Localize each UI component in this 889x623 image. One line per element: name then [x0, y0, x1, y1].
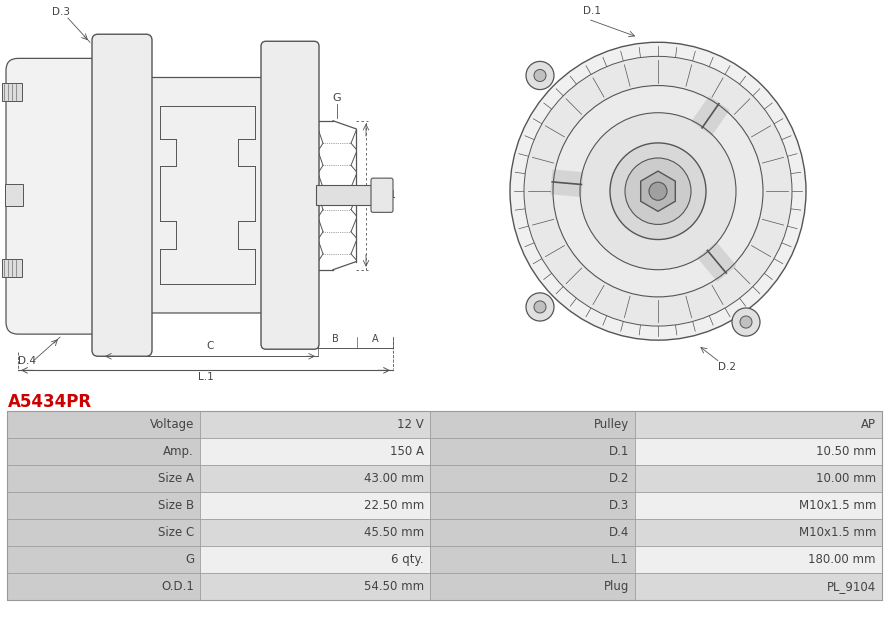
FancyBboxPatch shape	[430, 438, 635, 465]
Circle shape	[732, 308, 760, 336]
Text: 180.00 mm: 180.00 mm	[808, 553, 876, 566]
Text: Size A: Size A	[158, 472, 194, 485]
Text: A5434PR: A5434PR	[8, 393, 92, 411]
FancyBboxPatch shape	[635, 438, 882, 465]
Circle shape	[526, 293, 554, 321]
FancyBboxPatch shape	[430, 411, 635, 438]
Text: D.4: D.4	[18, 356, 36, 366]
FancyBboxPatch shape	[430, 573, 635, 600]
FancyBboxPatch shape	[261, 41, 319, 350]
Circle shape	[740, 316, 752, 328]
Text: 12 V: 12 V	[397, 418, 424, 431]
Text: C: C	[206, 341, 213, 351]
Text: O.D.1: O.D.1	[370, 190, 397, 200]
FancyBboxPatch shape	[7, 411, 200, 438]
FancyBboxPatch shape	[2, 259, 22, 277]
Circle shape	[526, 62, 554, 90]
Circle shape	[610, 143, 706, 239]
FancyBboxPatch shape	[7, 465, 200, 492]
Text: 43.00 mm: 43.00 mm	[364, 472, 424, 485]
Text: 150 A: 150 A	[390, 445, 424, 458]
FancyBboxPatch shape	[635, 492, 882, 519]
FancyBboxPatch shape	[635, 465, 882, 492]
FancyBboxPatch shape	[143, 77, 269, 313]
Text: Amp.: Amp.	[164, 445, 194, 458]
FancyBboxPatch shape	[200, 492, 430, 519]
Text: AP: AP	[861, 418, 876, 431]
FancyBboxPatch shape	[200, 465, 430, 492]
FancyBboxPatch shape	[430, 519, 635, 546]
Circle shape	[510, 42, 806, 340]
Text: Plug: Plug	[604, 580, 629, 593]
Text: D.4: D.4	[609, 526, 629, 539]
Polygon shape	[641, 171, 676, 211]
Text: L.1: L.1	[197, 373, 213, 383]
Text: D.3: D.3	[609, 499, 629, 512]
FancyBboxPatch shape	[316, 185, 391, 206]
FancyBboxPatch shape	[6, 59, 110, 334]
Circle shape	[553, 85, 763, 297]
Text: G: G	[185, 553, 194, 566]
Text: 54.50 mm: 54.50 mm	[364, 580, 424, 593]
Text: Voltage: Voltage	[149, 418, 194, 431]
FancyBboxPatch shape	[200, 411, 430, 438]
FancyBboxPatch shape	[7, 438, 200, 465]
Text: M10x1.5 mm: M10x1.5 mm	[798, 499, 876, 512]
Text: M10x1.5 mm: M10x1.5 mm	[798, 526, 876, 539]
Text: PL_9104: PL_9104	[827, 580, 876, 593]
Text: B: B	[332, 334, 339, 344]
FancyBboxPatch shape	[7, 492, 200, 519]
Text: Pulley: Pulley	[594, 418, 629, 431]
FancyBboxPatch shape	[5, 184, 23, 206]
FancyBboxPatch shape	[7, 519, 200, 546]
Text: Size C: Size C	[157, 526, 194, 539]
FancyBboxPatch shape	[200, 573, 430, 600]
FancyBboxPatch shape	[430, 492, 635, 519]
Text: A: A	[372, 334, 379, 344]
FancyBboxPatch shape	[430, 465, 635, 492]
FancyBboxPatch shape	[2, 82, 22, 101]
FancyBboxPatch shape	[200, 519, 430, 546]
FancyBboxPatch shape	[430, 546, 635, 573]
FancyBboxPatch shape	[200, 438, 430, 465]
Text: D.3: D.3	[52, 7, 70, 17]
Text: Size B: Size B	[158, 499, 194, 512]
FancyBboxPatch shape	[635, 546, 882, 573]
FancyBboxPatch shape	[635, 519, 882, 546]
Circle shape	[649, 182, 667, 200]
Text: D.1: D.1	[609, 445, 629, 458]
Text: 10.00 mm: 10.00 mm	[816, 472, 876, 485]
Circle shape	[625, 158, 691, 224]
Text: O.D.1: O.D.1	[161, 580, 194, 593]
Circle shape	[534, 301, 546, 313]
Text: D.2: D.2	[609, 472, 629, 485]
Circle shape	[524, 56, 792, 326]
Circle shape	[534, 69, 546, 82]
Text: 22.50 mm: 22.50 mm	[364, 499, 424, 512]
Text: 45.50 mm: 45.50 mm	[364, 526, 424, 539]
FancyBboxPatch shape	[7, 546, 200, 573]
Text: D.1: D.1	[583, 6, 601, 16]
Circle shape	[580, 113, 736, 270]
Text: 6 qty.: 6 qty.	[391, 553, 424, 566]
Text: 10.50 mm: 10.50 mm	[816, 445, 876, 458]
Text: L.1: L.1	[612, 553, 629, 566]
Text: D.2: D.2	[718, 363, 736, 373]
FancyBboxPatch shape	[635, 573, 882, 600]
Text: G: G	[332, 93, 341, 103]
FancyBboxPatch shape	[371, 178, 393, 212]
FancyBboxPatch shape	[92, 34, 152, 356]
FancyBboxPatch shape	[200, 546, 430, 573]
FancyBboxPatch shape	[635, 411, 882, 438]
FancyBboxPatch shape	[7, 573, 200, 600]
